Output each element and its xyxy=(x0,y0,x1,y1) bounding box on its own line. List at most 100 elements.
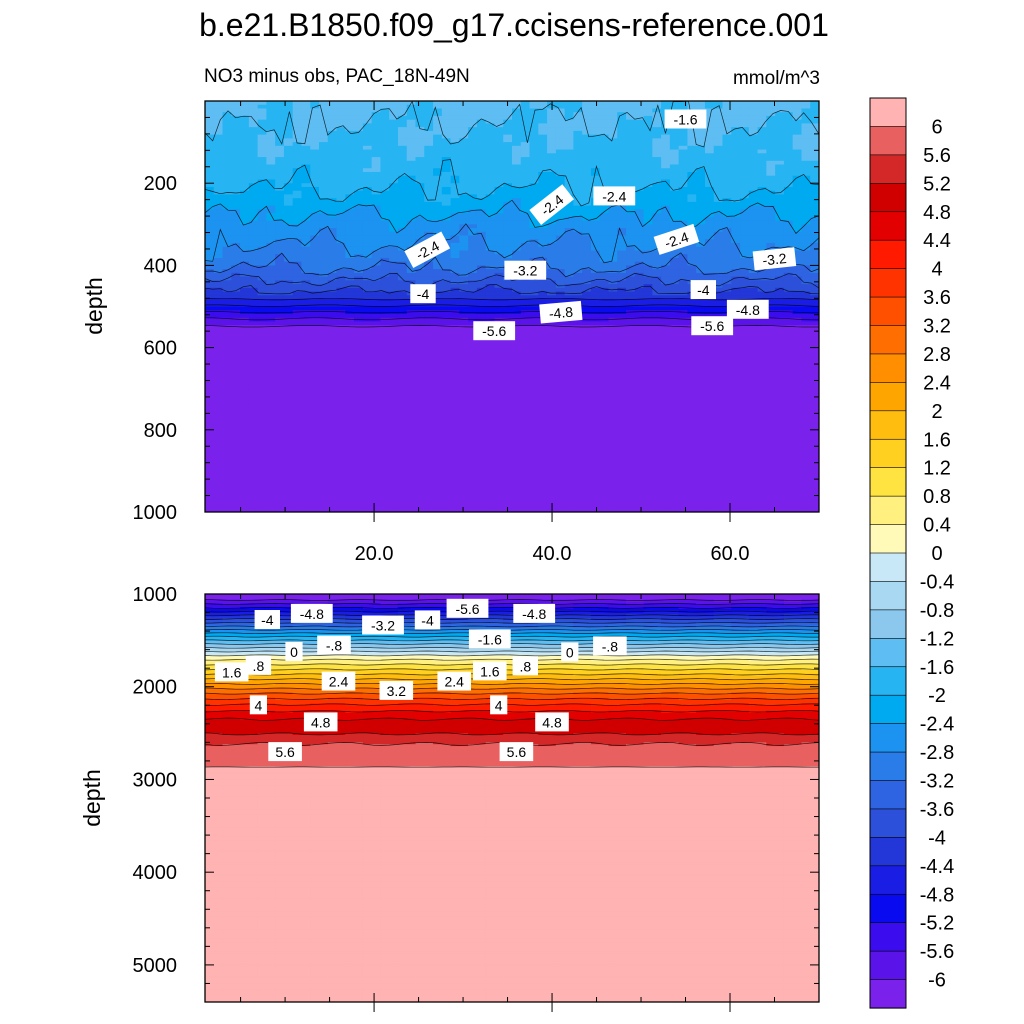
contour-cell xyxy=(354,205,364,210)
contour-cell xyxy=(564,392,574,397)
contour-cell xyxy=(520,321,531,326)
contour-cell xyxy=(397,201,408,207)
contour-cell xyxy=(301,130,311,136)
contour-cell xyxy=(564,112,574,117)
contour-cell xyxy=(555,145,566,151)
contour-cell xyxy=(547,328,557,334)
contour-cell xyxy=(213,355,224,360)
contour-cell xyxy=(371,478,382,483)
contour-cell xyxy=(257,299,267,304)
contour-cell xyxy=(248,493,259,498)
contour-cell xyxy=(248,299,259,304)
contour-cell xyxy=(555,104,566,110)
contour-cell xyxy=(275,321,285,326)
contour-cell xyxy=(459,101,469,106)
contour-cell xyxy=(266,101,276,106)
contour-cell xyxy=(529,108,539,113)
contour-cell xyxy=(231,355,241,360)
contour-cell xyxy=(380,317,390,323)
contour-cell xyxy=(354,414,364,420)
contour-cell xyxy=(389,246,399,252)
contour-cell xyxy=(573,171,583,177)
contour-cell xyxy=(362,209,373,214)
contour-cell xyxy=(459,478,469,483)
contour-cell xyxy=(380,127,390,132)
contour-cell xyxy=(459,347,469,352)
contour-cell xyxy=(512,392,522,397)
contour-cell xyxy=(459,500,469,506)
contour-cell xyxy=(433,426,443,431)
contour-cell xyxy=(257,497,267,502)
contour-cell xyxy=(547,422,557,427)
contour-cell xyxy=(494,396,504,401)
contour-cell xyxy=(283,403,294,408)
contour-cell xyxy=(485,119,496,125)
contour-cell xyxy=(547,403,557,408)
contour-cell xyxy=(397,101,408,106)
contour-cell xyxy=(283,302,294,308)
contour-cell xyxy=(257,422,267,427)
contour-cell xyxy=(354,145,364,151)
contour-cell xyxy=(257,441,267,446)
contour-cell xyxy=(406,355,417,360)
contour-cell xyxy=(240,254,250,259)
contour-cell xyxy=(240,302,250,308)
contour-cell xyxy=(538,444,548,450)
contour-cell xyxy=(441,257,452,263)
contour-cell xyxy=(520,485,531,491)
contour-cell xyxy=(547,119,557,125)
contour-cell xyxy=(397,130,408,136)
contour-cell xyxy=(205,313,215,319)
contour-cell xyxy=(222,489,232,494)
contour-cell xyxy=(590,209,601,214)
contour-cell xyxy=(441,287,452,293)
contour-cell xyxy=(512,280,522,285)
contour-cell xyxy=(354,306,364,311)
contour-cell xyxy=(354,160,364,166)
contour-cell xyxy=(345,168,355,173)
contour-cell xyxy=(547,377,557,382)
contour-cell xyxy=(424,104,434,110)
contour-cell xyxy=(310,463,320,468)
contour-cell xyxy=(468,459,478,465)
contour-cell xyxy=(301,504,311,509)
contour-cell xyxy=(389,317,399,323)
contour-cell xyxy=(503,470,513,476)
contour-cell xyxy=(319,179,329,184)
contour-cell xyxy=(450,291,460,296)
contour-cell xyxy=(424,467,434,472)
contour-cell xyxy=(292,198,303,203)
contour-cell xyxy=(222,362,232,367)
contour-cell xyxy=(459,403,469,408)
contour-cell xyxy=(371,119,382,125)
contour-cell xyxy=(415,228,425,233)
contour-cell xyxy=(240,407,250,412)
contour-cell xyxy=(336,321,346,326)
contour-cell xyxy=(582,186,592,192)
contour-cell xyxy=(538,101,548,106)
contour-cell xyxy=(240,366,250,371)
contour-cell xyxy=(433,190,443,196)
contour-cell xyxy=(345,101,355,106)
contour-cell xyxy=(240,194,250,199)
contour-cell xyxy=(222,209,232,214)
contour-cell xyxy=(441,171,452,177)
contour-cell xyxy=(573,482,583,487)
contour-cell xyxy=(266,104,276,110)
contour-cell xyxy=(512,254,522,259)
contour-cell xyxy=(231,470,241,476)
contour-cell xyxy=(415,328,425,334)
contour-cell xyxy=(406,414,417,420)
contour-cell xyxy=(599,261,610,266)
contour-cell xyxy=(529,153,539,158)
contour-cell xyxy=(573,127,583,132)
contour-cell xyxy=(257,179,267,184)
contour-cell xyxy=(485,441,496,446)
contour-cell xyxy=(433,291,443,296)
contour-cell xyxy=(582,485,592,491)
contour-cell xyxy=(582,358,592,364)
contour-cell xyxy=(257,493,267,498)
contour-cell xyxy=(520,455,531,461)
contour-cell xyxy=(441,261,452,266)
contour-cell xyxy=(362,422,373,427)
